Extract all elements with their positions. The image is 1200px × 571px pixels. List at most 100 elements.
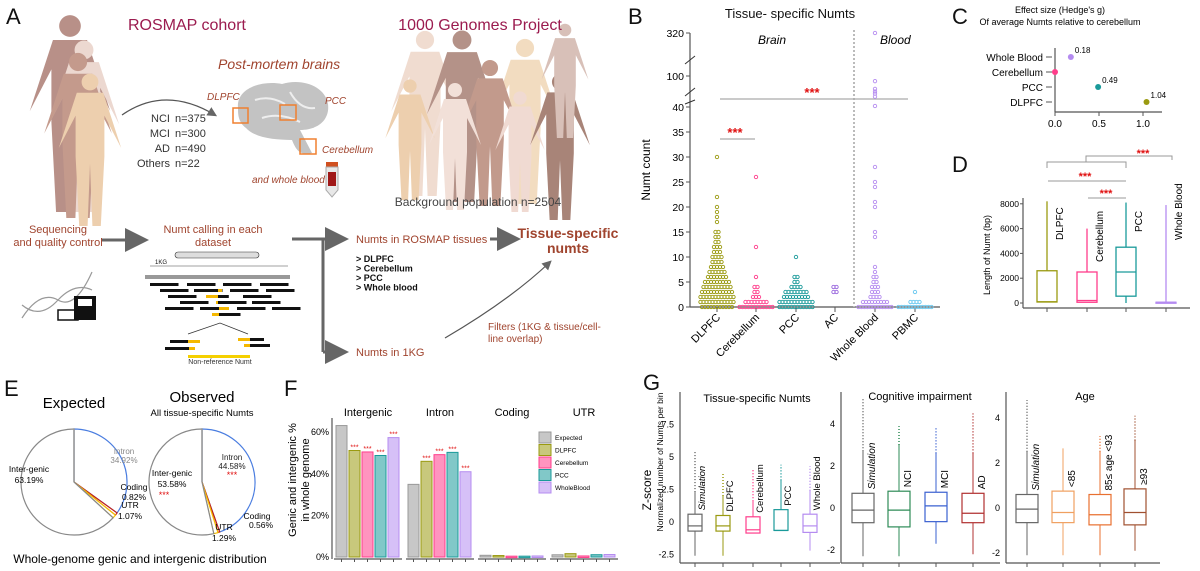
pie-slice	[20, 428, 114, 536]
y-tick-label: -2.5	[658, 550, 674, 560]
y-axis-label-secondary: Normalized number of Numts per bin	[655, 392, 665, 531]
pie-slice	[201, 428, 256, 533]
data-point	[804, 289, 809, 295]
box	[802, 513, 818, 534]
x-tick-label: 1.0	[1136, 119, 1150, 130]
person-head	[448, 83, 462, 97]
cohort-group: Others	[137, 158, 171, 170]
pie-slice	[148, 428, 215, 536]
subplot-title: Tissue-specific Numts	[703, 393, 811, 405]
slice-value: 0.82%	[122, 492, 147, 502]
legend-label: Cerebellum	[555, 460, 588, 467]
bar	[551, 554, 564, 558]
person-silhouette	[495, 91, 545, 212]
slice-value: 53.58%	[158, 479, 187, 489]
y-tick-label: 2.5	[661, 485, 674, 495]
data-point	[874, 279, 879, 285]
person-silhouette	[385, 79, 435, 200]
zoom-lines	[187, 322, 249, 335]
numt-calling-line1: Numt calling in each	[163, 224, 262, 236]
sig-stars: ***	[227, 470, 238, 480]
sig-stars: ***	[804, 85, 820, 100]
category-label: <85	[1067, 470, 1078, 487]
y-tick-label: 0	[678, 302, 684, 314]
background-population: Background population n=2504	[395, 195, 562, 209]
data-point	[875, 289, 881, 295]
y-tick-label: 25	[672, 177, 684, 189]
y-tick-label: 4000	[1000, 248, 1019, 258]
data-point	[872, 89, 878, 94]
box	[1088, 493, 1112, 526]
y-tick-label: 20%	[311, 510, 329, 520]
y-tick-label: 40%	[311, 469, 329, 479]
data-point	[731, 299, 736, 305]
data-point	[716, 229, 721, 235]
data-point	[716, 239, 721, 245]
sig-stars: ***	[389, 432, 397, 439]
postmortem-label: Post-mortem brains	[218, 56, 340, 72]
person-head	[68, 52, 88, 72]
y-tick-label: -2	[992, 548, 1000, 558]
chart-title: Tissue- specific Numts	[725, 6, 856, 21]
group-label-blood: Blood	[880, 33, 911, 47]
pie-subtitle: All tissue-specific Numts	[151, 408, 254, 419]
sig-stars: ***	[1100, 188, 1114, 200]
data-point	[714, 194, 720, 200]
data-point	[872, 184, 878, 190]
y-tick-label: 15	[672, 227, 684, 239]
person-body	[391, 51, 459, 197]
tissue-list-item: > DLPFC	[356, 254, 394, 264]
group-label-brain: Brain	[758, 33, 786, 47]
bar	[387, 437, 400, 558]
dlpfc-region-box	[232, 107, 249, 124]
panel-b-numt-counts: Tissue- specific Numts Brain Blood Numt cou…	[639, 6, 940, 364]
person-head	[403, 79, 417, 93]
slice-value: 0.56%	[249, 520, 274, 530]
group-label: UTR	[573, 407, 596, 419]
read	[230, 289, 259, 292]
value-label: 0.18	[1075, 46, 1091, 55]
panel-label-c: C	[952, 4, 968, 29]
read	[252, 301, 281, 304]
bar	[492, 555, 505, 558]
read	[223, 283, 252, 286]
slice-name: Intron	[222, 453, 242, 462]
box	[687, 513, 703, 532]
numts-1kg-label: Numts in 1KG	[356, 347, 424, 359]
category-label: 85≤ age <93	[1104, 434, 1115, 490]
data-point	[723, 274, 729, 280]
person-body	[385, 94, 435, 200]
y-tick-label: 0%	[316, 552, 329, 562]
sig-stars: ***	[363, 446, 371, 453]
data-point	[1143, 99, 1150, 105]
person-silhouette	[541, 23, 589, 138]
category-label: PCC	[783, 485, 794, 505]
cerebellum-region-box	[299, 138, 317, 155]
bar	[531, 555, 544, 558]
cohort-n: n=490	[175, 143, 206, 155]
y-tick-label: 320	[666, 28, 684, 40]
kg-label: 1KG	[155, 260, 167, 266]
panel-e-pies: Whole-genome genic and intergenic distri…	[9, 389, 274, 566]
person-silhouette	[460, 59, 520, 206]
bar	[407, 483, 420, 558]
tissue-list-item: > Cerebellum	[356, 264, 413, 274]
numt-read-segment	[218, 289, 222, 292]
bar	[446, 451, 459, 558]
read	[266, 289, 295, 292]
data-point	[728, 284, 733, 290]
data-point	[872, 234, 878, 240]
dna-sequencer-icon	[21, 271, 96, 321]
data-point	[872, 30, 878, 36]
nonref-numt-bar	[188, 355, 250, 358]
category-label: Cerebellum	[755, 464, 766, 513]
data-point	[719, 259, 724, 265]
slice-name: Coding	[244, 511, 271, 521]
y-tick-label: 60%	[311, 427, 329, 437]
pie-title: Observed	[169, 389, 234, 406]
filter-arrow	[444, 260, 552, 339]
filters-line1: Filters (1KG & tissue/cell-	[488, 322, 601, 333]
data-point	[722, 269, 727, 275]
data-point	[729, 289, 735, 295]
axis-break	[684, 87, 696, 97]
